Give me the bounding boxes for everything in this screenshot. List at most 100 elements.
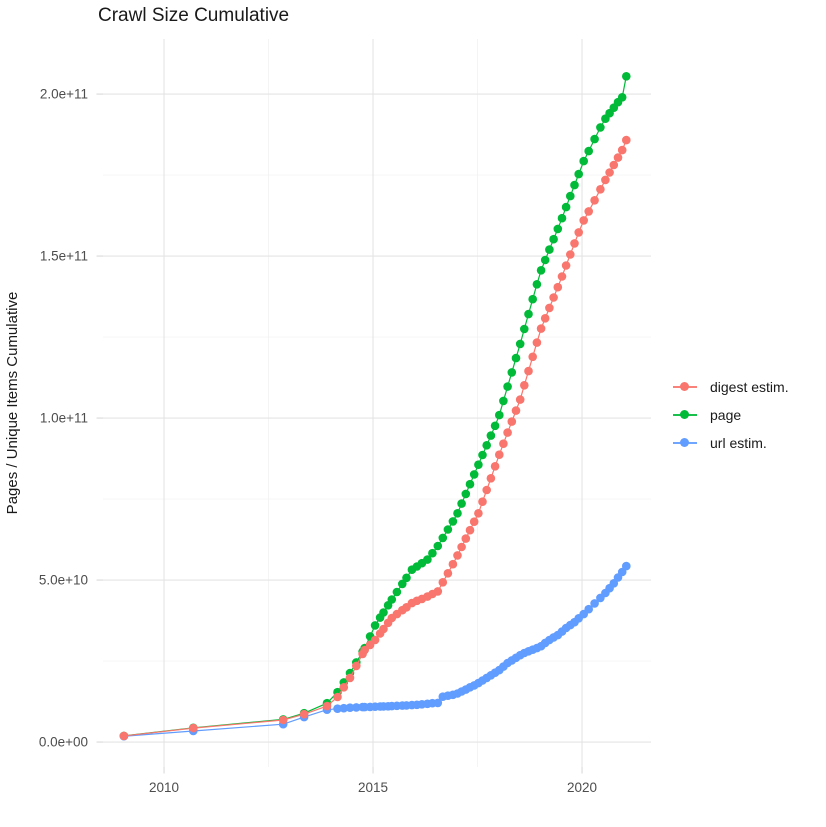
series-point-page (499, 396, 508, 406)
series-point-digest-estim- (524, 366, 533, 376)
series-point-page (532, 280, 542, 289)
series-point-page (515, 339, 525, 349)
series-point-digest-estim- (622, 135, 631, 145)
series-point-digest-estim- (278, 715, 288, 725)
series-point-digest-estim- (515, 395, 525, 404)
series-point-digest-estim- (478, 497, 487, 507)
series-point-digest-estim- (503, 428, 512, 437)
legend-item-digest-estim: digest estim. (672, 377, 789, 396)
series-point-digest-estim- (579, 216, 588, 225)
series-point-digest-estim- (438, 578, 448, 587)
series-point-digest-estim- (333, 692, 342, 702)
x-tick-label: 2020 (567, 780, 597, 795)
series-point-page (590, 134, 599, 144)
series-point-digest-estim- (482, 485, 492, 495)
series-line-digest-estim- (123, 139, 627, 737)
series-point-digest-estim- (613, 153, 623, 162)
y-tick-label: 1.0e+11 (40, 411, 88, 426)
series-point-page (524, 309, 533, 319)
legend: digest estim. page url estim. (672, 377, 789, 452)
legend-label: page (710, 406, 742, 423)
series-point-page (557, 213, 567, 223)
series-point-url-estim- (339, 703, 349, 713)
series-point-page (448, 517, 458, 526)
y-tick-label: 1.5e+11 (40, 249, 88, 264)
series-point-digest-estim- (457, 542, 466, 552)
series-point-page (433, 541, 443, 551)
series-point-page (461, 489, 471, 499)
series-point-digest-estim- (561, 261, 571, 270)
series-point-digest-estim- (596, 185, 605, 194)
legend-point-line-icon (672, 435, 698, 450)
series-point-digest-estim- (545, 303, 554, 313)
series-point-digest-estim- (461, 534, 471, 543)
series-point-digest-estim- (507, 417, 517, 426)
series-point-page (584, 146, 593, 156)
series-point-page (423, 555, 432, 564)
series-point-digest-estim- (557, 272, 567, 281)
series-point-page (486, 431, 496, 440)
legend-label: url estim. (710, 434, 767, 451)
series-point-page (561, 202, 571, 212)
series-point-digest-estim- (322, 701, 332, 711)
series-point-page (553, 224, 563, 234)
legend-item-url-estim: url estim. (672, 433, 789, 452)
chart-title: Crawl Size Cumulative (98, 5, 290, 26)
x-tick-label: 2010 (149, 780, 179, 795)
series-point-url-estim- (333, 704, 342, 713)
y-tick-label: 2.0e+11 (40, 87, 88, 102)
series-point-page (549, 234, 558, 244)
series-point-page (482, 441, 492, 450)
legend-item-page: page (672, 405, 789, 424)
series-point-digest-estim- (379, 624, 388, 634)
series-point-digest-estim- (474, 509, 483, 518)
series-point-digest-estim- (299, 709, 309, 719)
series-point-digest-estim- (549, 293, 558, 302)
series-point-digest-estim- (605, 168, 614, 177)
series-point-page (596, 123, 605, 132)
series-point-digest-estim- (189, 723, 198, 733)
series-point-digest-estim- (360, 645, 370, 655)
series-point-digest-estim- (469, 517, 479, 526)
series-point-digest-estim- (490, 462, 500, 471)
series-point-page (490, 421, 500, 431)
series-point-digest-estim- (443, 569, 453, 578)
series-point-page (392, 587, 402, 597)
series-point-page (469, 470, 479, 479)
series-point-url-estim- (352, 703, 361, 712)
series-point-page (457, 499, 466, 508)
y-tick-label: 5.0e+10 (39, 573, 88, 588)
series-point-digest-estim- (553, 282, 563, 292)
series-point-page (511, 353, 521, 363)
series-point-digest-estim- (370, 635, 380, 645)
series-point-page (528, 294, 537, 304)
series-point-page (503, 382, 512, 391)
series-point-url-estim- (590, 599, 599, 608)
series-point-digest-estim- (570, 239, 579, 248)
series-point-digest-estim- (617, 145, 627, 155)
series-point-url-estim- (622, 561, 631, 571)
series-point-page (453, 509, 462, 518)
series-point-digest-estim- (601, 175, 610, 185)
series-point-page (495, 410, 504, 420)
series-point-page (520, 324, 529, 334)
series-point-digest-estim- (448, 559, 458, 569)
series-point-page (370, 621, 380, 630)
series-point-digest-estim- (119, 731, 129, 741)
series-point-digest-estim- (566, 250, 575, 259)
series-point-digest-estim- (540, 314, 550, 323)
series-point-page (438, 533, 448, 543)
series-point-digest-estim- (511, 406, 521, 415)
series-point-digest-estim- (433, 587, 443, 596)
series-point-digest-estim- (486, 474, 496, 483)
series-point-page (478, 450, 487, 460)
series-point-page (379, 608, 388, 617)
series-point-digest-estim- (453, 551, 462, 560)
series-point-page (443, 525, 453, 534)
series-point-page (474, 460, 483, 470)
series-point-page (507, 368, 517, 377)
series-point-page (428, 548, 437, 558)
series-point-digest-estim- (574, 228, 583, 237)
series-point-digest-estim- (499, 439, 508, 449)
